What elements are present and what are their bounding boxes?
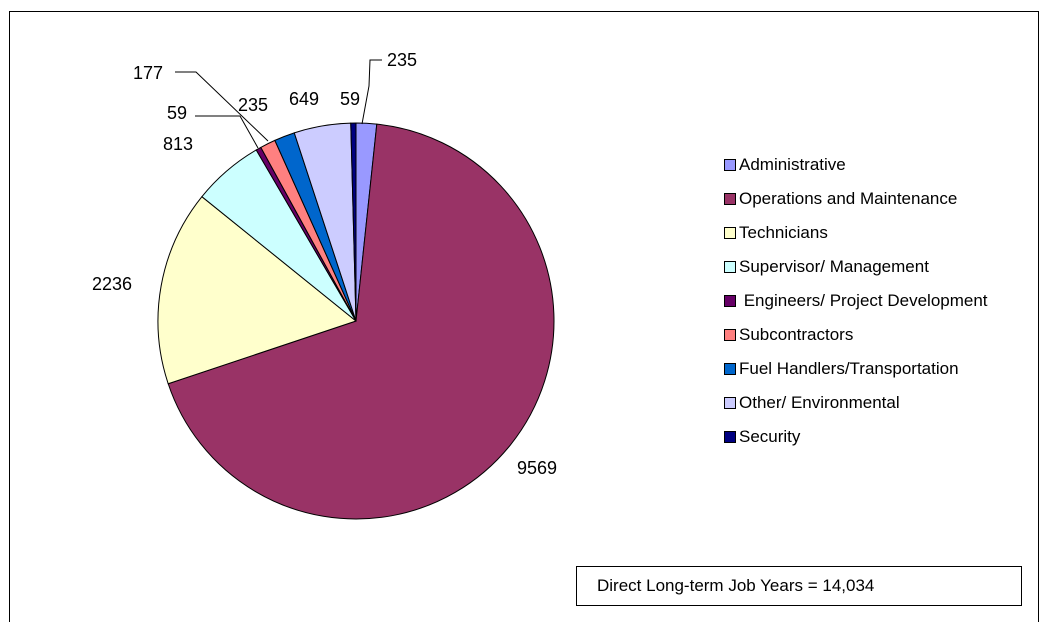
legend-swatch xyxy=(724,431,736,443)
legend-swatch xyxy=(724,295,736,307)
legend-swatch xyxy=(724,193,736,205)
data-label-technicians: 2236 xyxy=(92,274,132,294)
data-label-administrative: 235 xyxy=(387,50,417,70)
pie-slice-security xyxy=(350,122,357,322)
legend-label: Other/ Environmental xyxy=(739,393,900,412)
data-label-security: 59 xyxy=(340,89,360,109)
legend-swatch xyxy=(724,227,736,239)
legend-swatch xyxy=(724,397,736,409)
data-label-engineers-project-development: 59 xyxy=(167,103,187,123)
legend-swatch xyxy=(724,261,736,273)
legend-label: Supervisor/ Management xyxy=(739,257,929,276)
data-label-other-environmental: 649 xyxy=(289,89,319,109)
legend-swatch xyxy=(724,159,736,171)
data-label-fuel-handlers-transportation: 235 xyxy=(238,95,268,115)
leader-line-administrative xyxy=(361,59,382,125)
data-label-supervisor-management: 813 xyxy=(163,134,193,154)
leader-line-engineers-project-development xyxy=(195,115,259,149)
data-label-operations-and-maintenance: 9569 xyxy=(517,458,557,478)
legend-label: Security xyxy=(739,427,801,446)
data-label-subcontractors: 177 xyxy=(133,63,163,83)
legend-label: Operations and Maintenance xyxy=(739,189,958,208)
legend-swatch xyxy=(724,363,736,375)
chart-frame xyxy=(9,11,1039,622)
legend-label: Subcontractors xyxy=(739,325,854,344)
legend-label: Fuel Handlers/Transportation xyxy=(739,359,959,378)
total-annotation-box: Direct Long-term Job Years = 14,034 xyxy=(576,566,1022,606)
pie-slice-operations-and-maintenance xyxy=(167,123,555,520)
legend-label: Engineers/ Project Development xyxy=(739,291,988,310)
total-annotation-text: Direct Long-term Job Years = 14,034 xyxy=(597,576,875,595)
legend-label: Technicians xyxy=(739,223,828,242)
legend-swatch xyxy=(724,329,736,341)
legend-label: Administrative xyxy=(739,155,846,174)
pie-slice-technicians xyxy=(157,195,358,385)
leader-line-subcontractors xyxy=(175,71,269,142)
